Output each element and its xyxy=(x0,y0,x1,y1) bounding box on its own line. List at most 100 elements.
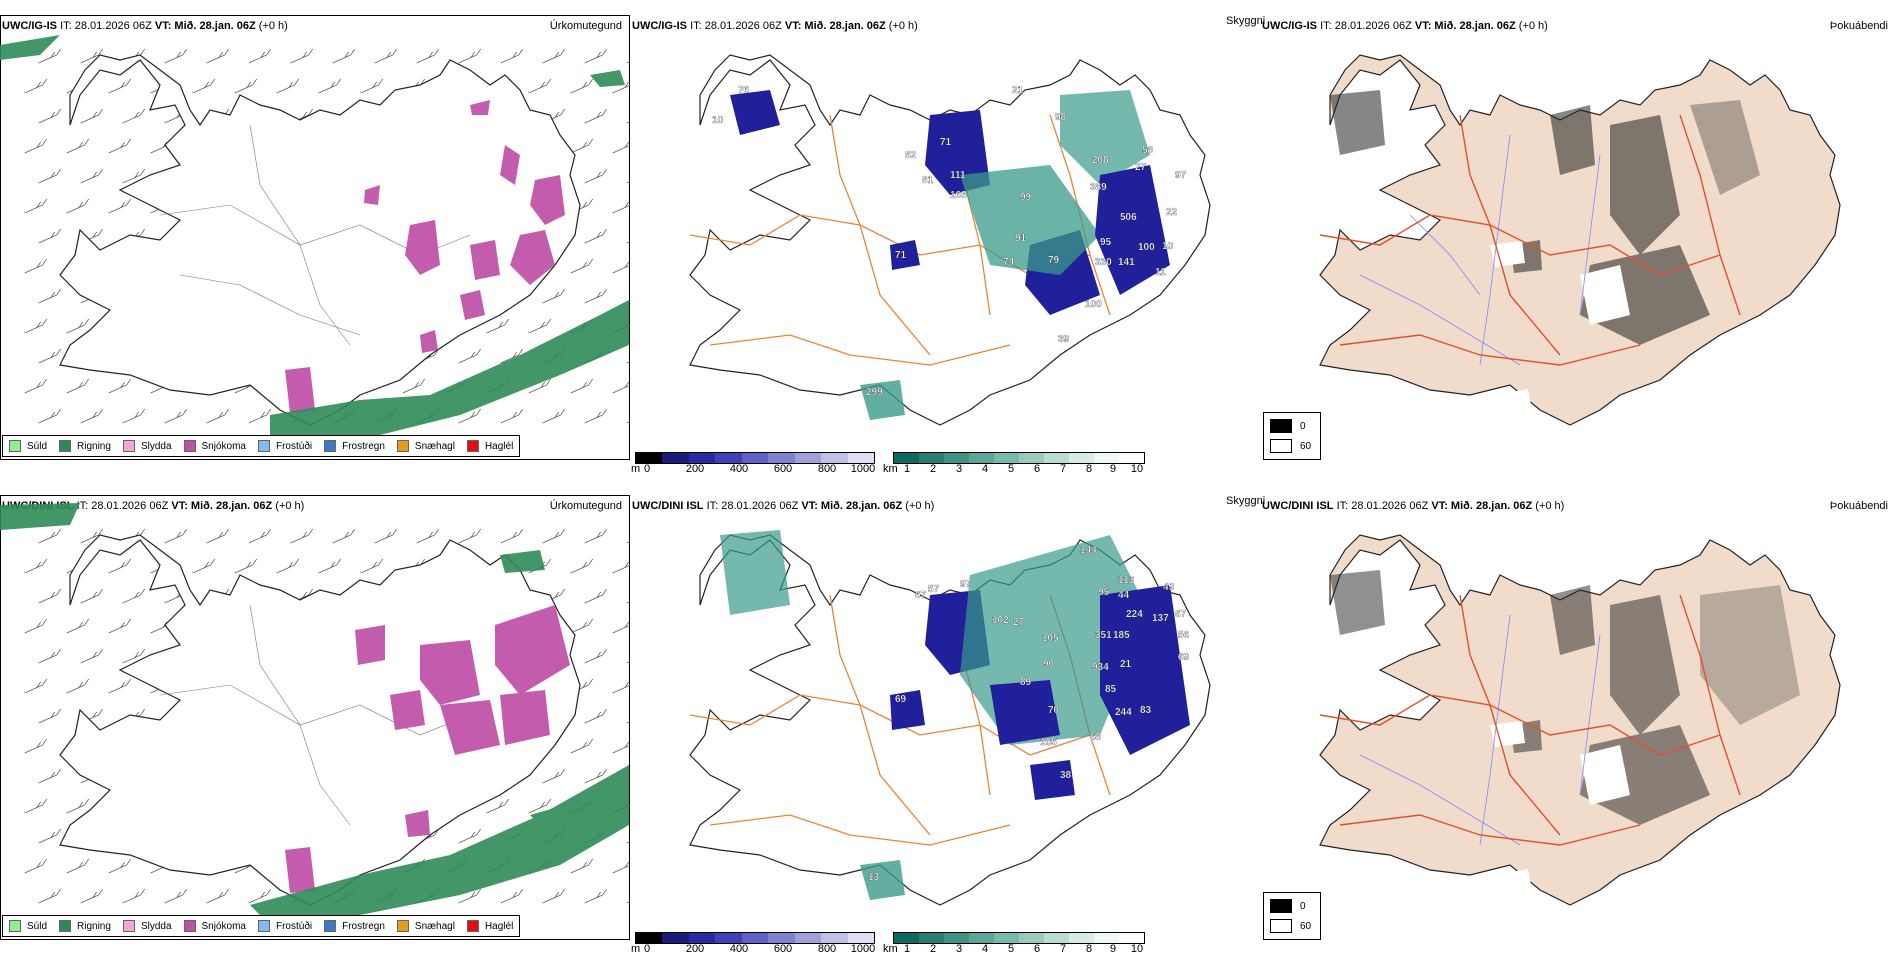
vis-label: 67 xyxy=(915,590,927,601)
swatch-icon xyxy=(324,920,337,932)
wind-barb-icon xyxy=(24,258,47,274)
wind-barb-icon xyxy=(570,378,593,394)
vis-label: 389 xyxy=(1090,182,1107,193)
wind-barb-icon xyxy=(108,678,131,694)
swatch-icon xyxy=(466,440,479,452)
wind-barb-icon xyxy=(486,798,509,814)
low-visibility-areas xyxy=(730,90,1170,420)
field-title: Þokuábendi xyxy=(1829,500,1888,512)
wind-barb-icon xyxy=(500,48,523,64)
wind-barb-icon xyxy=(570,558,593,574)
wind-barb-icon xyxy=(66,198,89,214)
tick-label: 8 xyxy=(1085,463,1093,475)
legend-item-freezing-rain: Frostregn xyxy=(324,920,385,932)
wind-barb-icon xyxy=(584,108,607,124)
valid-time: Mið. 28.jan. 06Z xyxy=(1450,500,1533,512)
init-time: IT: 28.01.2026 06Z xyxy=(1336,500,1429,512)
wind-barb-icon xyxy=(24,798,47,814)
vis-label: 39 xyxy=(1058,334,1070,345)
fog-clear xyxy=(1490,721,1630,895)
init-time: IT: 28.01.2026 06Z xyxy=(76,500,169,512)
vis-label: 74 xyxy=(1003,257,1015,268)
fog-map xyxy=(1319,534,1841,906)
tick-label: 5 xyxy=(1007,943,1015,955)
tick-label: 10 xyxy=(1130,943,1144,955)
wind-barb-icon xyxy=(458,828,481,844)
vis-label: 244 xyxy=(1115,707,1132,718)
visibility-map: 76 10 21 98 71 82 111 81 168 208 58 27 3… xyxy=(689,54,1211,426)
swatch-icon xyxy=(466,920,479,932)
wind-barb-icon xyxy=(80,528,103,544)
vis-label: 69 xyxy=(895,694,907,705)
tick-label: 1000 xyxy=(850,943,876,955)
wind-barb-icon xyxy=(528,378,551,394)
fog-shading xyxy=(1330,90,1760,345)
fog-clear xyxy=(1490,241,1630,415)
wind-barb-icon xyxy=(570,858,593,874)
wind-barb-icon xyxy=(206,408,229,424)
roads xyxy=(1319,594,1741,846)
swatch-icon xyxy=(122,440,135,452)
wind-barb-icon xyxy=(612,621,630,634)
wind-barb-icon xyxy=(164,408,187,424)
vis-label: 100 xyxy=(1085,299,1102,310)
swatch-icon xyxy=(1270,419,1292,433)
legend-item-freezing-rain: Frostregn xyxy=(324,440,385,452)
vis-label: 97 xyxy=(1175,170,1187,181)
valid-time-label: VT: xyxy=(171,500,188,512)
vis-label: 330 xyxy=(1095,257,1112,268)
wind-barb-icon xyxy=(584,288,607,304)
valid-time: Mið. 28.jan. 06Z xyxy=(1434,20,1516,32)
wind-barb-icon xyxy=(528,318,551,334)
lead-time: (+0 h) xyxy=(888,20,918,32)
lead-time: (+0 h) xyxy=(905,500,935,512)
wind-barb-icon xyxy=(318,558,341,574)
model-name: UWC/IG-IS xyxy=(2,20,57,32)
field-title: Úrkomutegund xyxy=(549,500,622,512)
legend-row: 60 xyxy=(1270,439,1311,453)
lead-time: (+0 h) xyxy=(1535,500,1565,512)
roads xyxy=(1319,114,1741,366)
tick-label: 8 xyxy=(1085,943,1093,955)
visibility-map: 144 57 97 67 95 113 49 44 102 27 224 137… xyxy=(689,530,1211,906)
model-name: UWC/IG-IS xyxy=(1262,20,1317,32)
legend-item-freezing-drizzle: Frostúði xyxy=(257,440,312,452)
vis-label: 85 xyxy=(1105,684,1117,695)
lead-time: (+0 h) xyxy=(275,500,305,512)
wind-barb-icon xyxy=(612,861,630,874)
wind-barb-icon xyxy=(570,138,593,154)
wind-barb-icon xyxy=(570,618,593,634)
tick-label: 400 xyxy=(729,463,749,475)
tick-label: 7 xyxy=(1059,943,1067,955)
wind-barb-icon xyxy=(38,528,61,544)
wind-barb-icon xyxy=(66,378,89,394)
wind-barb-icon xyxy=(108,618,131,634)
model-name: UWC/IG-IS xyxy=(632,20,687,32)
vis-label: 13 xyxy=(868,872,880,883)
tick-label: 3 xyxy=(955,463,963,475)
tick-label: 1 xyxy=(903,943,911,955)
wind-barb-icon xyxy=(80,108,103,124)
wind-barb-icon xyxy=(164,888,187,904)
tick-label: 400 xyxy=(729,943,749,955)
snow-areas xyxy=(285,100,565,413)
wind-barb-icon xyxy=(108,78,131,94)
tick-label: 200 xyxy=(685,463,705,475)
legend-item-graupel: Snæhagl xyxy=(396,440,455,452)
vis-label: 21 xyxy=(1012,85,1024,96)
valid-time-label: VT: xyxy=(1431,500,1448,512)
wind-barb-icon xyxy=(24,78,47,94)
lead-time: (+0 h) xyxy=(1518,20,1548,32)
lead-time: (+0 h) xyxy=(258,20,288,32)
field-title: Skyggni xyxy=(1226,15,1266,27)
vis-label: 144 xyxy=(1080,545,1097,556)
wind-barb-icon xyxy=(332,48,355,64)
wind-barb-icon xyxy=(458,408,481,424)
valid-time: Mið. 28.jan. 06Z xyxy=(190,500,273,512)
tick-label: 4 xyxy=(981,943,989,955)
vis-label: 91 xyxy=(1015,233,1027,244)
swatch-icon xyxy=(257,920,270,932)
wind-barb-icon xyxy=(38,288,61,304)
wind-barb-icon xyxy=(248,888,271,904)
wind-barb-icon xyxy=(80,168,103,184)
